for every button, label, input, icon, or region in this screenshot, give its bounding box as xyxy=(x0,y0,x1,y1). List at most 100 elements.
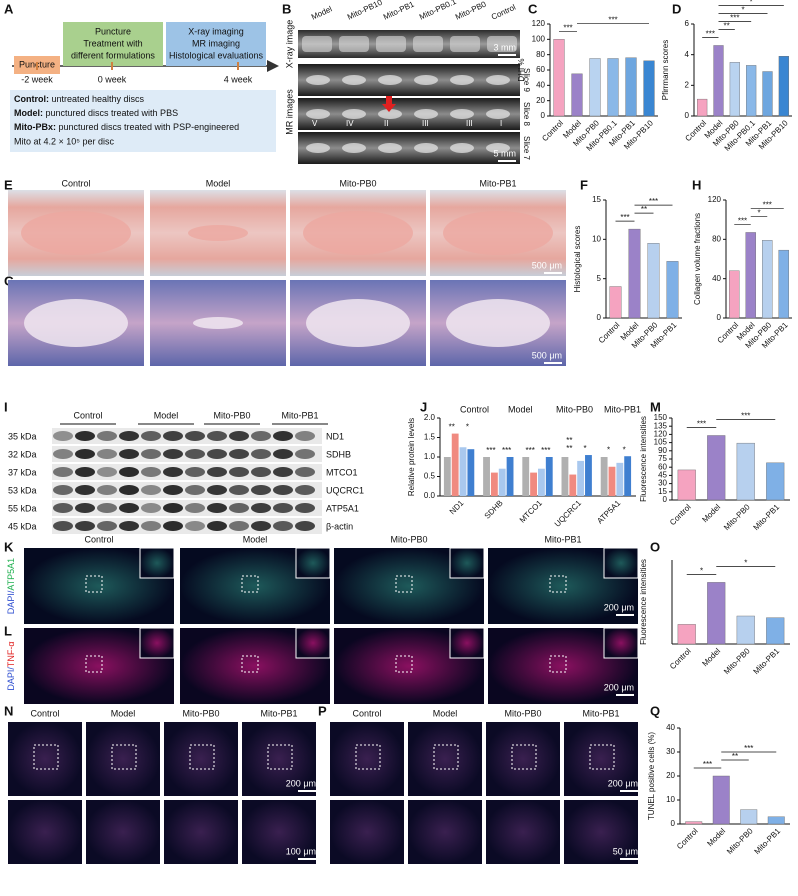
tunel-zoom xyxy=(486,800,560,864)
stain-label: DAPI/ATP5A1 xyxy=(6,558,16,614)
band xyxy=(273,431,293,441)
bar xyxy=(483,457,490,496)
band xyxy=(295,485,315,495)
kda-label: 45 kDa xyxy=(8,521,37,531)
bar xyxy=(608,466,616,496)
disc xyxy=(306,143,330,153)
y-tick-label: 0 xyxy=(541,111,546,120)
row-label: X-ray image xyxy=(284,20,294,69)
tunel-zoom xyxy=(8,800,82,864)
blot-strip xyxy=(52,518,322,534)
scale-bar-label: 100 μm xyxy=(286,846,316,856)
roi xyxy=(549,575,567,593)
y-tick-label: 30 xyxy=(666,747,675,756)
bar xyxy=(729,270,740,319)
bar xyxy=(538,468,545,496)
tunel-image xyxy=(486,722,560,796)
band xyxy=(119,503,139,513)
y-tick-label: 135 xyxy=(654,421,668,430)
significance: *** xyxy=(541,446,550,455)
y-tick-label: 120 xyxy=(708,195,722,204)
band xyxy=(141,467,161,477)
bar xyxy=(624,456,632,496)
band xyxy=(295,431,315,441)
vertebra xyxy=(487,36,517,52)
column-label: Mito-PB1 xyxy=(382,0,416,22)
group-label: Model xyxy=(154,410,179,420)
significance: *** xyxy=(763,201,772,210)
y-tick-label: 0 xyxy=(717,313,722,322)
y-tick-label: 60 xyxy=(536,65,545,74)
level-label: IV xyxy=(346,119,354,128)
y-axis-label: Histological scores xyxy=(573,226,582,293)
significance: *** xyxy=(525,446,534,455)
significance: *** xyxy=(744,744,753,753)
inset xyxy=(603,547,639,579)
nucleus-pulposus xyxy=(193,317,243,329)
x-tick-label: ATP5A1 xyxy=(595,498,622,525)
y-axis-label: Relative protein levels xyxy=(407,418,416,496)
roi xyxy=(433,744,459,770)
mr-image xyxy=(298,98,520,130)
bar xyxy=(707,435,726,501)
y-tick-label: 10 xyxy=(666,795,675,804)
bar xyxy=(459,447,467,496)
tunel-zoom xyxy=(242,800,316,864)
bar xyxy=(643,60,655,117)
significance: * xyxy=(466,423,469,432)
y-tick-label: 0.0 xyxy=(424,491,436,500)
tunel-zoom xyxy=(86,800,160,864)
nucleus-pulposus xyxy=(306,299,410,347)
xray-image xyxy=(298,30,520,58)
column-label: Model xyxy=(310,4,334,21)
band xyxy=(251,503,271,513)
week-label: 0 week xyxy=(98,74,127,84)
band xyxy=(185,431,205,441)
group-key: Mito-PBx: xyxy=(14,122,56,132)
groups-box xyxy=(10,90,276,152)
step-box xyxy=(63,22,163,66)
y-tick-label: 80 xyxy=(712,234,721,243)
scale-bar-label: 200 μm xyxy=(608,778,638,788)
bar xyxy=(666,261,679,319)
band xyxy=(185,503,205,513)
kda-label: 32 kDa xyxy=(8,449,37,459)
band xyxy=(207,431,227,441)
protein-label: SDHB xyxy=(326,449,351,459)
column-label: Control xyxy=(490,3,517,22)
band xyxy=(163,485,183,495)
y-tick-label: 2 xyxy=(685,80,690,89)
step-text: different formulations xyxy=(71,50,155,60)
significance: * xyxy=(607,445,610,454)
inset xyxy=(139,627,175,659)
significance: *** xyxy=(703,760,712,769)
x-tick-label: Control xyxy=(675,826,700,851)
level-label: III xyxy=(422,119,429,128)
y-tick-label: 75 xyxy=(658,454,667,463)
bar xyxy=(746,65,757,117)
step-text: MR imaging xyxy=(192,38,240,48)
nucleus-pulposus xyxy=(24,299,128,347)
y-tick-label: 0 xyxy=(671,819,676,828)
band xyxy=(229,485,249,495)
x-tick-label: Model xyxy=(705,826,727,848)
band xyxy=(251,431,271,441)
legend-entry: Mito-PB1 xyxy=(604,404,641,414)
significance: *** xyxy=(706,30,715,39)
panel-label: Q xyxy=(650,703,660,718)
band xyxy=(251,467,271,477)
group-def: Mito at 4.2 × 10⁵ per disc xyxy=(14,136,115,146)
panel-label: F xyxy=(580,177,588,192)
bar xyxy=(677,624,696,645)
y-tick-label: 40 xyxy=(666,723,675,732)
scale-bar-label: 50 μm xyxy=(613,846,638,856)
scale-bar-label: 500 μm xyxy=(532,350,562,360)
y-tick-label: 15 xyxy=(592,195,601,204)
group-label: Mito-PB1 xyxy=(281,410,318,420)
tunel-zoom xyxy=(564,800,638,864)
row-label: MR images xyxy=(284,89,294,135)
column-label: Model xyxy=(243,534,268,544)
significance: *** xyxy=(608,15,617,24)
bar xyxy=(762,240,773,319)
